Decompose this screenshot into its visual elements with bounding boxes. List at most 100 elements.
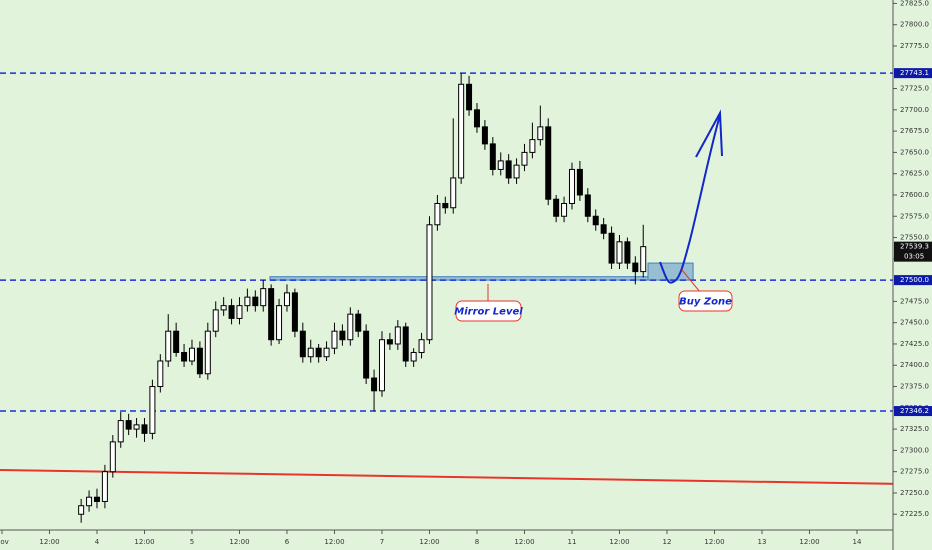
candle-body (489, 143, 496, 170)
candle-body (149, 386, 156, 434)
y-tick-label: 27375.0 (900, 383, 929, 391)
x-tick-label: 8 (475, 538, 479, 546)
candle-body (220, 305, 227, 311)
y-tick-label: 27400.0 (900, 361, 929, 369)
y-tick-label: 27275.0 (900, 468, 929, 476)
candle-body (473, 109, 480, 128)
candle-body (553, 198, 560, 217)
y-tick-label: 27550.0 (900, 234, 929, 242)
callout-box (455, 300, 522, 322)
candle-body (117, 420, 124, 443)
y-tick-label: 27450.0 (900, 319, 929, 327)
price-tag-label: 27346.2 (900, 407, 929, 415)
candle-body (608, 232, 615, 264)
candle-body (616, 241, 623, 264)
annotation: Buy Zone (679, 297, 732, 308)
y-tick-label: 27725.0 (900, 85, 929, 93)
candle-body (141, 424, 148, 434)
y-tick-label: 27300.0 (900, 446, 929, 454)
last-price-label: 27539.3 (900, 243, 929, 251)
candle-body (212, 309, 219, 332)
projection-arrowhead (695, 109, 723, 158)
x-tick-label: 12:00 (134, 538, 154, 546)
candle-body (268, 288, 275, 341)
candle-body (109, 441, 116, 473)
x-tick-label: 12:00 (419, 538, 439, 546)
price-tag (894, 275, 932, 286)
candle-body (426, 224, 433, 341)
candle-body (450, 177, 457, 209)
candle-body (371, 377, 378, 392)
candle-body (600, 224, 607, 234)
x-tick-label: 12:00 (324, 538, 344, 546)
x-tick-label: 12:00 (609, 538, 629, 546)
candle-body (442, 202, 449, 209)
candle-body (291, 292, 298, 332)
y-tick-label: 27475.0 (900, 297, 929, 305)
y-tick-label: 27575.0 (900, 212, 929, 220)
y-tick-label: 27800.0 (900, 21, 929, 29)
x-tick-label: 12 (663, 538, 672, 546)
candle-body (537, 126, 544, 141)
candle-body (315, 347, 322, 358)
candle-body (466, 83, 473, 111)
candle-body (133, 424, 140, 430)
candle-body (236, 305, 243, 319)
y-tick-label: 27675.0 (900, 127, 929, 135)
x-tick-label: 14 (853, 538, 862, 546)
x-tick-label: Nov (0, 538, 9, 546)
candle-body (339, 330, 346, 341)
countdown-label: 03:05 (904, 253, 924, 261)
price-tag-label: 27500.0 (900, 276, 929, 284)
candle-body (188, 347, 195, 362)
candle-body (624, 241, 631, 264)
candle-body (561, 202, 568, 217)
candle-body (299, 330, 306, 358)
candle-body (157, 360, 164, 388)
candle-body (386, 339, 393, 345)
y-tick-label: 27625.0 (900, 170, 929, 178)
candle-body (93, 496, 100, 502)
x-tick-label: 13 (758, 538, 767, 546)
y-tick-label: 27650.0 (900, 148, 929, 156)
last-price-tag (894, 241, 932, 262)
candle-body (505, 160, 512, 179)
candle-body (481, 126, 488, 145)
candle-body (521, 151, 528, 166)
y-tick-label: 27825.0 (900, 0, 929, 7)
candle-body (78, 505, 85, 515)
y-tick-label: 27700.0 (900, 106, 929, 114)
y-tick-label: 27325.0 (900, 425, 929, 433)
candle-body (632, 262, 639, 273)
price-tag (894, 68, 932, 79)
zone (647, 262, 694, 281)
candle-body (363, 330, 370, 379)
callout-box (678, 290, 733, 312)
candle-body (276, 305, 283, 341)
y-tick-label: 27600.0 (900, 191, 929, 199)
candle-body (307, 347, 314, 358)
candle-body (196, 347, 203, 375)
x-tick-label: 12:00 (39, 538, 59, 546)
x-tick-label: 12:00 (799, 538, 819, 546)
x-tick-label: 12:00 (514, 538, 534, 546)
x-tick-label: 7 (380, 538, 384, 546)
candle-body (252, 296, 259, 307)
y-tick-label: 27425.0 (900, 340, 929, 348)
candle-body (260, 288, 267, 307)
candle-body (576, 168, 583, 196)
candle-body (323, 347, 330, 358)
y-tick-label: 27225.0 (900, 510, 929, 518)
price-tag (894, 406, 932, 417)
candle-body (394, 326, 401, 345)
callout-pointer (681, 269, 701, 293)
candle-body (410, 351, 417, 362)
candle-body (181, 351, 188, 362)
price-tag-label: 27743.1 (900, 69, 929, 77)
candle-body (283, 292, 290, 307)
candle-body (545, 126, 552, 200)
candle-body (347, 313, 354, 341)
